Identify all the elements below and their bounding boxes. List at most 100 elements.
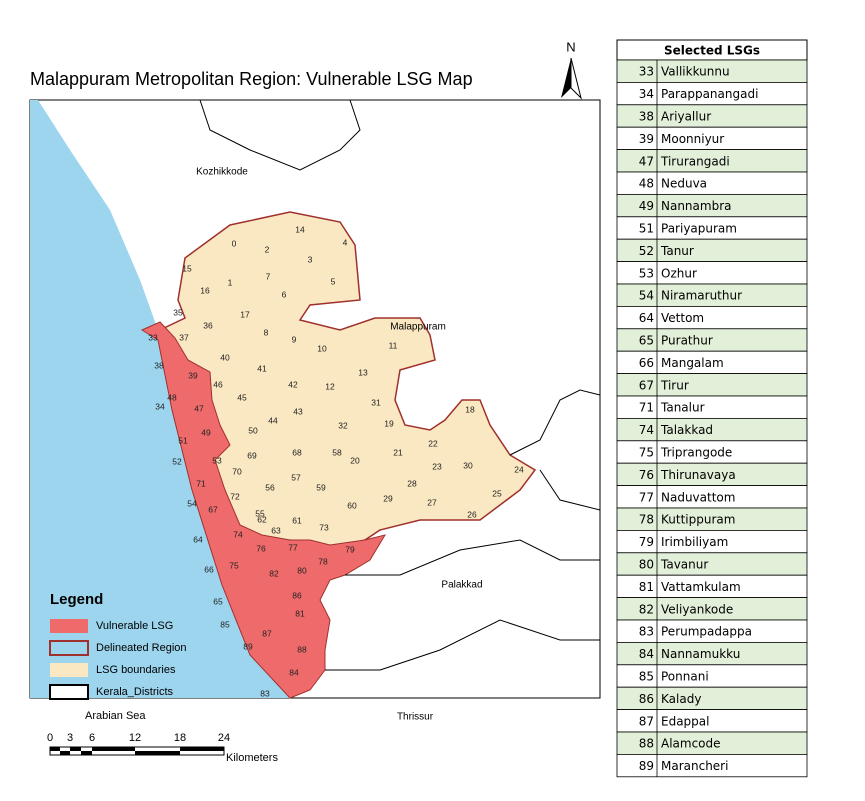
lsg-number: 52 — [639, 244, 654, 258]
lsg-number: 66 — [639, 356, 654, 370]
lsg-number: 85 — [639, 670, 654, 684]
lsg-label: 9 — [292, 334, 297, 344]
lsg-number: 53 — [639, 266, 654, 280]
lsg-label: 78 — [318, 556, 328, 566]
lsg-name: Pariyapuram — [661, 222, 737, 236]
lsg-number: 75 — [639, 446, 654, 460]
lsg-label: 23 — [432, 461, 442, 471]
lsg-name: Perumpadappa — [661, 625, 752, 639]
lsg-label: 44 — [268, 415, 278, 425]
lsg-label: 59 — [316, 482, 326, 492]
scale-label: 18 — [174, 732, 186, 744]
lsg-number: 51 — [639, 222, 654, 236]
legend-swatch — [49, 640, 89, 656]
lsg-label: 39 — [188, 370, 198, 380]
table-header: Selected LSGs — [664, 44, 760, 58]
lsg-name: Moonniyur — [661, 132, 724, 146]
lsg-name: Niramaruthur — [661, 289, 742, 303]
lsg-name: Vallikkunnu — [661, 65, 730, 79]
lsg-number: 83 — [639, 625, 654, 639]
lsg-label: 53 — [212, 455, 222, 465]
lsg-label: 37 — [179, 332, 189, 342]
lsg-number: 88 — [639, 737, 654, 751]
scale-label: 6 — [89, 732, 95, 744]
lsg-number: 78 — [639, 513, 654, 527]
lsg-label: 7 — [266, 271, 271, 281]
place-label: Thrissur — [397, 712, 434, 723]
lsg-number: 79 — [639, 535, 654, 549]
vulnerable-region — [140, 321, 387, 699]
lsg-number: 67 — [639, 378, 654, 392]
lsg-label: 71 — [196, 478, 206, 488]
scale-unit: Kilometers — [226, 752, 278, 764]
map-frame — [29, 99, 601, 699]
lsg-label: 51 — [178, 435, 188, 445]
lsg-label: 52 — [172, 456, 182, 466]
lsg-label: 42 — [288, 379, 298, 389]
lsg-label: 76 — [256, 543, 266, 553]
lsg-label: 60 — [347, 500, 357, 510]
lsg-label: 35 — [173, 307, 183, 317]
legend-swatch — [50, 619, 88, 633]
lsg-name: Mangalam — [661, 356, 724, 370]
lsg-number: 86 — [639, 692, 654, 706]
lsg-name: Ozhur — [661, 266, 697, 280]
scale-label: 24 — [218, 732, 230, 744]
lsg-label: 47 — [194, 403, 204, 413]
lsg-name: Purathur — [661, 334, 713, 348]
legend-swatch — [50, 663, 88, 677]
lsg-name: Tirurangadi — [660, 154, 730, 168]
lsg-label: 11 — [389, 340, 398, 350]
lsg-label: 36 — [203, 320, 213, 330]
place-label: Kozhikkode — [196, 167, 248, 178]
lsg-name: Thirunavaya — [660, 468, 736, 482]
legend-label: Vulnerable LSG — [96, 620, 173, 632]
scale-label: 3 — [67, 732, 73, 744]
lsg-label: 63 — [271, 525, 281, 535]
lsg-label: 5 — [331, 276, 336, 286]
lsg-name: Nannamukku — [661, 647, 740, 661]
lsg-label: 6 — [282, 289, 287, 299]
legend-swatch — [49, 684, 89, 700]
lsg-name: Marancheri — [661, 759, 728, 773]
lsg-label: 82 — [269, 568, 279, 578]
lsg-name: Parappanangadi — [661, 87, 758, 101]
lsg-label: 30 — [463, 460, 473, 470]
table-row — [616, 754, 808, 778]
lsg-label: 46 — [213, 379, 223, 389]
lsg-label: 27 — [427, 497, 437, 507]
lsg-label: 68 — [292, 447, 302, 457]
lsg-number: 80 — [639, 558, 654, 572]
lsg-name: Kalady — [661, 692, 701, 706]
lsg-label: 20 — [350, 455, 360, 465]
scale-label: 12 — [129, 732, 141, 744]
place-label: Malappuram — [390, 322, 446, 333]
lsg-number: 76 — [639, 468, 654, 482]
lsg-label: 85 — [220, 619, 230, 629]
lsg-number: 38 — [639, 110, 654, 124]
lsg-label: 79 — [345, 544, 355, 554]
lsg-label: 41 — [257, 363, 267, 373]
lsg-number: 33 — [639, 65, 654, 79]
lsg-name: Vattamkulam — [661, 580, 741, 594]
lsg-label: 61 — [292, 515, 302, 525]
lsg-label: 66 — [204, 564, 214, 574]
lsg-label: 14 — [295, 224, 305, 234]
lsg-label: 33 — [148, 332, 158, 342]
lsg-label: 10 — [317, 343, 327, 353]
lsg-label: 43 — [293, 406, 303, 416]
lsg-label: 32 — [338, 420, 348, 430]
lsg-name: Nannambra — [661, 199, 732, 213]
lsg-name: Talakkad — [660, 423, 713, 437]
lsg-number: 89 — [639, 759, 654, 773]
north-arrow: N — [561, 39, 582, 100]
lsg-label: 55 — [255, 508, 265, 518]
lsg-number: 39 — [639, 132, 654, 146]
lsg-number: 34 — [639, 87, 654, 101]
legend: Legend Vulnerable LSG Delineated Region LS… — [49, 591, 187, 722]
lsg-label: 45 — [237, 392, 247, 402]
lsg-number: 81 — [639, 580, 654, 594]
lsg-name: Tavanur — [660, 558, 708, 572]
lsg-label: 8 — [264, 327, 269, 337]
